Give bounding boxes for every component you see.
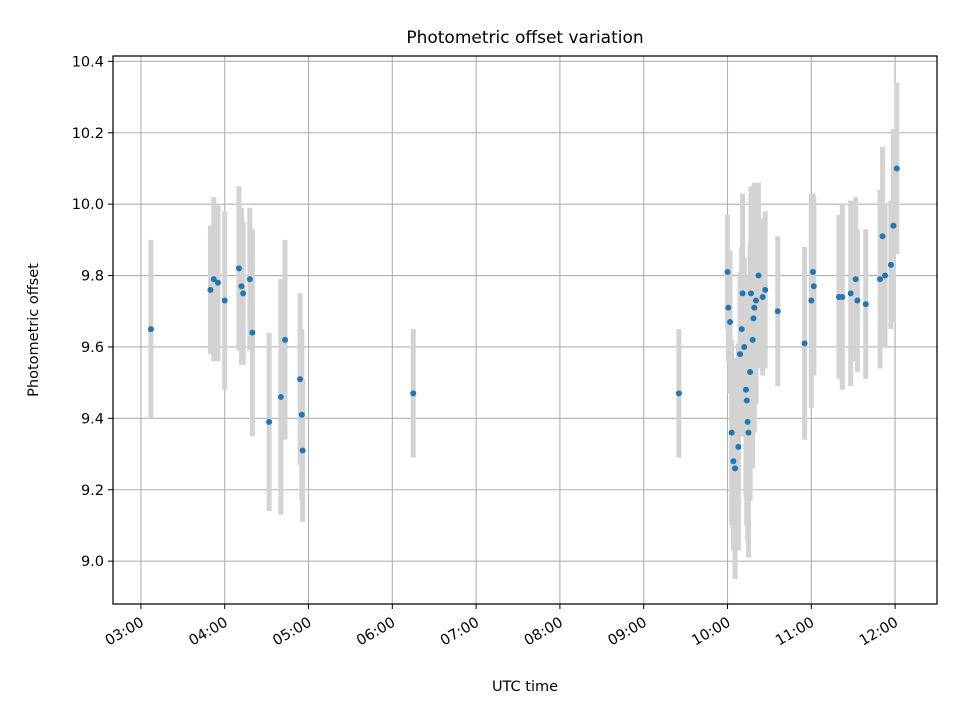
error-bars bbox=[148, 82, 900, 580]
data-point bbox=[744, 418, 751, 425]
data-point bbox=[299, 447, 306, 454]
data-point bbox=[246, 276, 253, 283]
data-point bbox=[808, 297, 815, 304]
data-point bbox=[752, 297, 759, 304]
x-tick-label: 10:00 bbox=[689, 615, 733, 650]
data-point bbox=[235, 265, 242, 272]
y-tick-label: 10.4 bbox=[72, 54, 104, 70]
data-point bbox=[745, 429, 752, 436]
y-tick-label: 10.2 bbox=[72, 126, 104, 142]
data-point bbox=[741, 343, 748, 350]
y-tick-label: 10.0 bbox=[72, 197, 104, 213]
data-point bbox=[737, 351, 744, 358]
x-tick-label: 05:00 bbox=[270, 615, 314, 650]
x-tick-label: 08:00 bbox=[522, 615, 566, 650]
data-point bbox=[728, 429, 735, 436]
y-tick-label: 9.6 bbox=[81, 340, 104, 356]
data-point bbox=[249, 329, 256, 336]
data-point bbox=[266, 418, 273, 425]
data-point bbox=[277, 393, 284, 400]
y-tick-label: 9.2 bbox=[81, 483, 104, 499]
data-point bbox=[221, 297, 228, 304]
x-tick-label: 04:00 bbox=[187, 615, 231, 650]
data-point bbox=[877, 276, 884, 283]
data-point bbox=[727, 318, 734, 325]
y-tick-label: 9.0 bbox=[81, 554, 104, 570]
data-point bbox=[750, 315, 757, 322]
data-point bbox=[238, 283, 245, 290]
data-point bbox=[751, 304, 758, 311]
data-point bbox=[297, 376, 304, 383]
data-point bbox=[854, 297, 861, 304]
data-point bbox=[890, 222, 897, 229]
data-point bbox=[147, 326, 154, 333]
data-point bbox=[747, 290, 754, 297]
data-point bbox=[298, 411, 305, 418]
gridlines bbox=[113, 56, 937, 604]
x-tick-label: 09:00 bbox=[606, 615, 650, 650]
data-point bbox=[847, 290, 854, 297]
data-point bbox=[759, 293, 766, 300]
data-point bbox=[810, 283, 817, 290]
chart-title: Photometric offset variation bbox=[406, 28, 643, 48]
data-point bbox=[893, 165, 900, 172]
data-point bbox=[742, 386, 749, 393]
x-tick-label: 06:00 bbox=[354, 615, 398, 650]
data-point bbox=[739, 290, 746, 297]
y-tick-label: 9.8 bbox=[81, 269, 104, 285]
data-point bbox=[738, 326, 745, 333]
data-point bbox=[887, 261, 894, 268]
data-point bbox=[747, 368, 754, 375]
x-axis-label: UTC time bbox=[492, 679, 558, 695]
data-point bbox=[207, 286, 214, 293]
y-tick-label: 9.4 bbox=[81, 411, 104, 427]
x-tick-label: 07:00 bbox=[438, 615, 482, 650]
data-point bbox=[749, 336, 756, 343]
data-point bbox=[282, 336, 289, 343]
data-point bbox=[852, 276, 859, 283]
data-point bbox=[675, 390, 682, 397]
data-point bbox=[725, 304, 732, 311]
data-point bbox=[839, 293, 846, 300]
x-tick-label: 11:00 bbox=[773, 615, 817, 650]
data-point bbox=[743, 397, 750, 404]
x-tick-label: 03:00 bbox=[103, 615, 147, 650]
data-point bbox=[410, 390, 417, 397]
data-point bbox=[801, 340, 808, 347]
data-point bbox=[879, 233, 886, 240]
y-axis-label: Photometric offset bbox=[26, 263, 42, 397]
data-point bbox=[882, 272, 889, 279]
plot-frame bbox=[112, 55, 938, 605]
data-point bbox=[724, 268, 731, 275]
data-point bbox=[774, 308, 781, 315]
data-points bbox=[147, 165, 900, 472]
data-point bbox=[210, 276, 217, 283]
data-point bbox=[735, 443, 742, 450]
data-point bbox=[730, 458, 737, 465]
data-point bbox=[215, 279, 222, 286]
data-point bbox=[755, 272, 762, 279]
data-point bbox=[862, 301, 869, 308]
data-point bbox=[240, 290, 247, 297]
data-point bbox=[809, 268, 816, 275]
data-point bbox=[762, 286, 769, 293]
data-point bbox=[732, 465, 739, 472]
x-tick-label: 12:00 bbox=[857, 615, 901, 650]
